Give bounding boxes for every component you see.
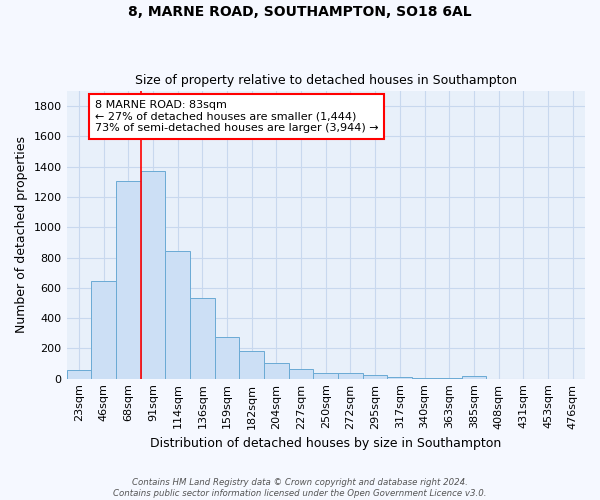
Y-axis label: Number of detached properties: Number of detached properties: [15, 136, 28, 334]
Bar: [190, 298, 215, 378]
Bar: [289, 369, 313, 378]
Bar: [116, 181, 140, 378]
Bar: [67, 370, 91, 378]
Title: Size of property relative to detached houses in Southampton: Size of property relative to detached ho…: [135, 74, 517, 87]
Bar: [388, 377, 412, 378]
Bar: [215, 337, 239, 378]
Bar: [91, 281, 116, 378]
Text: Contains HM Land Registry data © Crown copyright and database right 2024.
Contai: Contains HM Land Registry data © Crown c…: [113, 478, 487, 498]
Bar: [363, 375, 388, 378]
X-axis label: Distribution of detached houses by size in Southampton: Distribution of detached houses by size …: [150, 437, 502, 450]
Bar: [239, 350, 264, 378]
Bar: [140, 171, 165, 378]
Text: 8, MARNE ROAD, SOUTHAMPTON, SO18 6AL: 8, MARNE ROAD, SOUTHAMPTON, SO18 6AL: [128, 5, 472, 19]
Bar: [165, 250, 190, 378]
Bar: [338, 374, 363, 378]
Bar: [313, 372, 338, 378]
Bar: [461, 376, 486, 378]
Bar: [264, 363, 289, 378]
Text: 8 MARNE ROAD: 83sqm
← 27% of detached houses are smaller (1,444)
73% of semi-det: 8 MARNE ROAD: 83sqm ← 27% of detached ho…: [95, 100, 379, 133]
